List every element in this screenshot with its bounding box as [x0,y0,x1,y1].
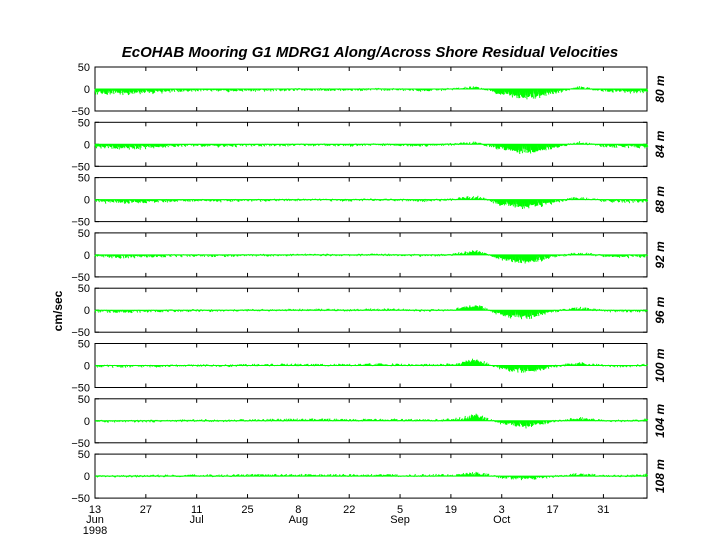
y-tick-label: 0 [84,84,90,96]
depth-label: 108 m [653,459,667,493]
panel-7: 50 0 −50 108 m [71,449,667,505]
panel-1: 50 0 −50 84 m [71,117,667,173]
y-tick-label: −50 [71,327,90,339]
y-tick-label: 0 [84,305,90,317]
series-sticks [94,86,649,100]
x-tick-day: 11 [191,504,202,516]
y-tick-label: 50 [78,62,90,74]
depth-label: 104 m [653,403,667,437]
series-sticks [94,413,649,429]
x-tick-day: 27 [140,504,152,516]
depth-label: 80 m [653,75,667,103]
x-tick-day: 31 [597,504,609,516]
series-sticks [94,141,649,155]
y-tick-label: −50 [71,493,90,505]
x-tick-day: 17 [546,504,558,516]
x-tick-day: 8 [295,504,301,516]
panel-3: 50 0 −50 92 m [71,228,667,284]
series-sticks [94,471,649,481]
y-tick-label: 0 [84,471,90,483]
y-tick-label: −50 [71,106,90,118]
x-tick-month: Oct [493,514,510,526]
depth-label: 88 m [653,186,667,214]
y-tick-label: −50 [71,438,90,450]
series-sticks [94,195,649,210]
y-tick-label: 50 [78,228,90,240]
y-tick-label: 0 [84,250,90,262]
y-tick-label: −50 [71,272,90,284]
depth-label: 96 m [653,296,667,324]
panel-2: 50 0 −50 88 m [71,173,667,229]
x-tick-year: 1998 [83,525,107,537]
y-tick-label: 50 [78,394,90,406]
x-tick-day: 5 [397,504,403,516]
y-tick-label: 50 [78,449,90,461]
series-sticks [94,358,649,373]
x-tick-day: 3 [499,504,505,516]
x-tick-month: Sep [390,514,410,526]
y-tick-label: 50 [78,339,90,351]
y-tick-label: 0 [84,416,90,428]
chart-title: EcOHAB Mooring G1 MDRG1 Along/Across Sho… [122,44,618,61]
y-tick-label: −50 [71,383,90,395]
y-tick-label: 50 [78,117,90,129]
y-tick-label: 0 [84,361,90,373]
y-tick-label: −50 [71,161,90,173]
x-tick-day: 25 [241,504,253,516]
y-tick-label: 0 [84,195,90,207]
y-axis-label: cm/sec [51,290,65,331]
y-tick-label: −50 [71,217,90,229]
y-tick-label: 50 [78,283,90,295]
depth-label: 84 m [653,130,667,158]
x-tick-month: Aug [289,514,309,526]
panel-0: 50 0 −50 80 m [71,62,667,118]
depth-label: 100 m [653,348,667,382]
panel-5: 50 0 −50 100 m [71,339,667,395]
series-sticks [94,305,649,320]
x-tick-month: Jun [86,514,104,526]
panel-6: 50 0 −50 104 m [71,394,667,450]
panel-4: 50 0 −50 96 m [71,283,667,339]
x-tick-day: 13 [89,504,101,516]
y-tick-label: 0 [84,139,90,151]
depth-label: 92 m [653,241,667,269]
x-tick-day: 22 [343,504,355,516]
x-tick-day: 19 [445,504,457,516]
series-sticks [94,250,649,264]
x-tick-month: Jul [190,514,204,526]
y-tick-label: 50 [78,173,90,185]
